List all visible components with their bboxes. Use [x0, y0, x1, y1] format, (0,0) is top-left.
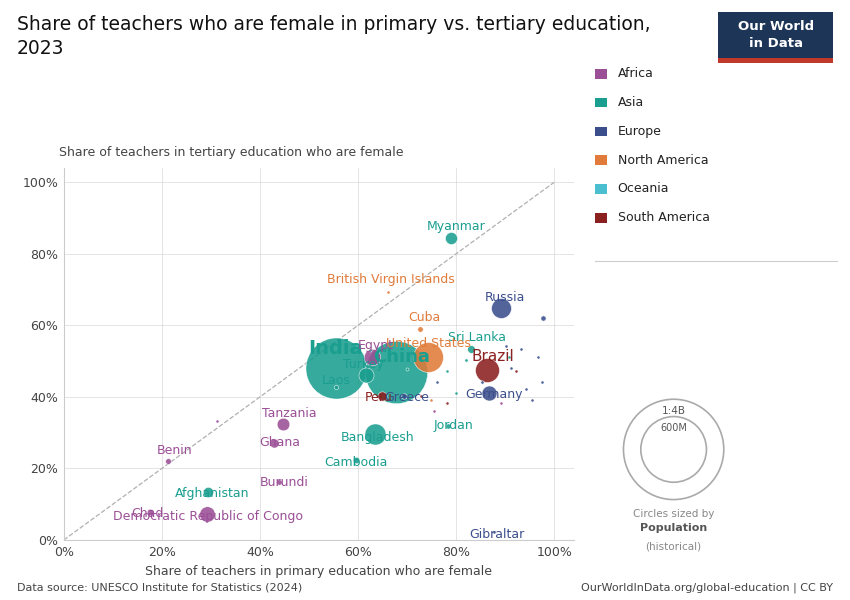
- Text: Population: Population: [640, 523, 707, 533]
- Point: [360, 371, 373, 380]
- Point: [495, 398, 508, 408]
- Text: 1:4B: 1:4B: [661, 406, 686, 416]
- Point: [201, 509, 214, 519]
- Point: [440, 367, 454, 376]
- Point: [329, 364, 343, 373]
- Point: [450, 388, 463, 397]
- Point: [488, 527, 502, 537]
- Text: Egypt: Egypt: [358, 339, 394, 352]
- Text: British Virgin Islands: British Virgin Islands: [327, 273, 455, 286]
- Text: Myanmar: Myanmar: [427, 220, 485, 233]
- Text: Burundi: Burundi: [260, 476, 309, 489]
- Text: Germany: Germany: [466, 388, 523, 401]
- Point: [441, 421, 455, 430]
- Point: [389, 367, 403, 377]
- Text: Share of teachers who are female in primary vs. tertiary education,: Share of teachers who are female in prim…: [17, 15, 650, 34]
- Point: [504, 363, 518, 373]
- Point: [375, 391, 388, 401]
- Point: [143, 507, 156, 517]
- Text: Brazil: Brazil: [472, 349, 514, 364]
- Text: Data source: UNESCO Institute for Statistics (2024): Data source: UNESCO Institute for Statis…: [17, 583, 303, 593]
- Point: [400, 364, 414, 374]
- Text: Oceania: Oceania: [618, 182, 669, 196]
- Point: [464, 344, 478, 353]
- Text: 600M: 600M: [660, 423, 687, 433]
- Text: China: China: [372, 348, 429, 366]
- Text: Asia: Asia: [618, 96, 644, 109]
- Point: [210, 416, 224, 426]
- Point: [414, 391, 428, 401]
- Text: Cuba: Cuba: [408, 311, 440, 324]
- Text: Cambodia: Cambodia: [324, 456, 388, 469]
- Point: [422, 352, 435, 361]
- Point: [272, 477, 286, 487]
- Point: [509, 367, 523, 376]
- Point: [382, 287, 395, 297]
- Text: Greece: Greece: [384, 391, 429, 404]
- Text: Democratic Republic of Congo: Democratic Republic of Congo: [113, 510, 303, 523]
- Point: [413, 324, 427, 334]
- Text: Peru: Peru: [366, 391, 393, 404]
- FancyBboxPatch shape: [718, 12, 833, 63]
- Point: [514, 344, 528, 354]
- Point: [459, 355, 473, 365]
- Text: Gibraltar: Gibraltar: [469, 528, 524, 541]
- Text: South America: South America: [618, 211, 710, 224]
- Text: Benin: Benin: [156, 444, 192, 457]
- Point: [536, 377, 549, 387]
- Text: Sri Lanka: Sri Lanka: [448, 331, 506, 344]
- Text: Circles sized by: Circles sized by: [633, 509, 714, 520]
- Point: [445, 233, 458, 242]
- Text: North America: North America: [618, 154, 708, 167]
- Point: [495, 304, 508, 313]
- Point: [365, 352, 378, 361]
- Point: [483, 389, 496, 398]
- Point: [276, 419, 290, 428]
- Point: [201, 487, 215, 497]
- Point: [397, 391, 411, 401]
- Point: [162, 456, 175, 466]
- Point: [329, 382, 343, 392]
- Point: [348, 455, 362, 464]
- Point: [525, 395, 539, 404]
- Point: [368, 430, 382, 439]
- Text: Russia: Russia: [484, 290, 525, 304]
- Text: Chad: Chad: [131, 507, 163, 520]
- Text: (historical): (historical): [645, 541, 702, 551]
- Text: Ghana: Ghana: [259, 436, 300, 449]
- Point: [475, 377, 489, 387]
- Point: [480, 365, 494, 375]
- Text: 2023: 2023: [17, 39, 65, 58]
- Point: [424, 395, 438, 404]
- Point: [363, 345, 377, 355]
- Text: Turkey: Turkey: [343, 358, 384, 371]
- Text: Afghanistan: Afghanistan: [175, 487, 250, 500]
- Point: [502, 352, 516, 361]
- Point: [536, 313, 550, 322]
- Point: [440, 398, 454, 408]
- Bar: [718, 58, 833, 63]
- Text: Bangladesh: Bangladesh: [341, 431, 415, 445]
- Text: Africa: Africa: [618, 67, 654, 80]
- Text: Laos: Laos: [321, 374, 350, 387]
- Point: [431, 377, 445, 386]
- Text: Tanzania: Tanzania: [262, 407, 317, 420]
- Text: in Data: in Data: [749, 37, 802, 50]
- Text: Europe: Europe: [618, 125, 661, 138]
- Text: Our World: Our World: [738, 20, 813, 33]
- Text: United States: United States: [386, 337, 471, 350]
- Text: OurWorldInData.org/global-education | CC BY: OurWorldInData.org/global-education | CC…: [581, 582, 833, 593]
- Text: Jordan: Jordan: [434, 419, 473, 432]
- Point: [428, 406, 441, 415]
- Point: [267, 438, 280, 448]
- Point: [518, 384, 532, 394]
- Text: Share of teachers in tertiary education who are female: Share of teachers in tertiary education …: [59, 146, 403, 159]
- Point: [499, 341, 513, 350]
- Text: India: India: [309, 338, 363, 358]
- Point: [531, 352, 545, 362]
- X-axis label: Share of teachers in primary education who are female: Share of teachers in primary education w…: [145, 565, 492, 578]
